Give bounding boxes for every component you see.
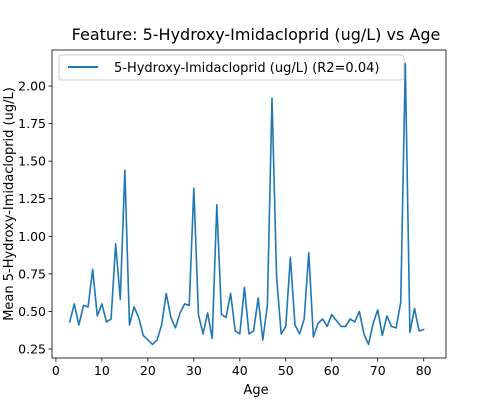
chart-title: Feature: 5-Hydroxy-Imidacloprid (ug/L) v… [72,25,441,44]
x-tick-label: 50 [278,363,294,378]
y-axis-label: Mean 5-Hydroxy-Imidacloprid (ug/L) [2,87,17,321]
y-axis: 0.25 0.50 0.75 1.00 1.25 1.50 1.75 2.00 [18,79,52,356]
y-tick-label: 0.25 [18,341,46,356]
y-tick-label: 0.50 [18,304,46,319]
x-axis-label: Age [243,383,268,398]
x-tick-label: 80 [416,363,432,378]
x-tick-label: 0 [52,363,60,378]
series-layer [68,62,425,346]
y-tick-label: 1.00 [18,229,46,244]
x-tick-label: 20 [140,363,156,378]
legend-box [58,54,405,81]
x-tick-label: 40 [232,363,248,378]
legend-label: 5-Hydroxy-Imidacloprid (ug/L) (R2=0.04) [114,61,379,76]
series-line [68,62,425,346]
x-tick-label: 60 [324,363,340,378]
legend: 5-Hydroxy-Imidacloprid (ug/L) (R2=0.04) [58,54,405,81]
y-tick-label: 2.00 [18,79,46,94]
x-axis: 0 10 20 30 40 50 60 70 80 [52,358,432,378]
y-tick-label: 1.50 [18,154,46,169]
y-tick-label: 1.25 [18,191,46,206]
x-tick-label: 10 [94,363,110,378]
y-tick-label: 0.75 [18,266,46,281]
x-tick-label: 70 [370,363,386,378]
plot-area [51,49,447,359]
y-tick-label: 1.75 [18,116,46,131]
x-tick-label: 30 [186,363,202,378]
